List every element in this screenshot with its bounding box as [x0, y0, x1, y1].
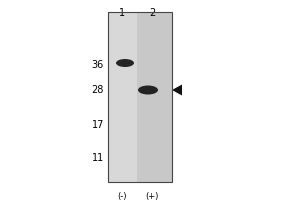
Text: 2: 2 — [149, 8, 155, 18]
Bar — [108, 12, 137, 182]
Text: 36: 36 — [92, 60, 104, 70]
Text: 17: 17 — [92, 120, 104, 130]
Text: (+): (+) — [145, 192, 159, 200]
Text: (-): (-) — [117, 192, 127, 200]
Polygon shape — [172, 84, 182, 96]
Bar — [108, 12, 172, 182]
Text: 28: 28 — [92, 85, 104, 95]
Ellipse shape — [116, 59, 134, 67]
Bar — [137, 12, 172, 182]
Text: 1: 1 — [119, 8, 125, 18]
Ellipse shape — [138, 86, 158, 95]
Text: 11: 11 — [92, 153, 104, 163]
